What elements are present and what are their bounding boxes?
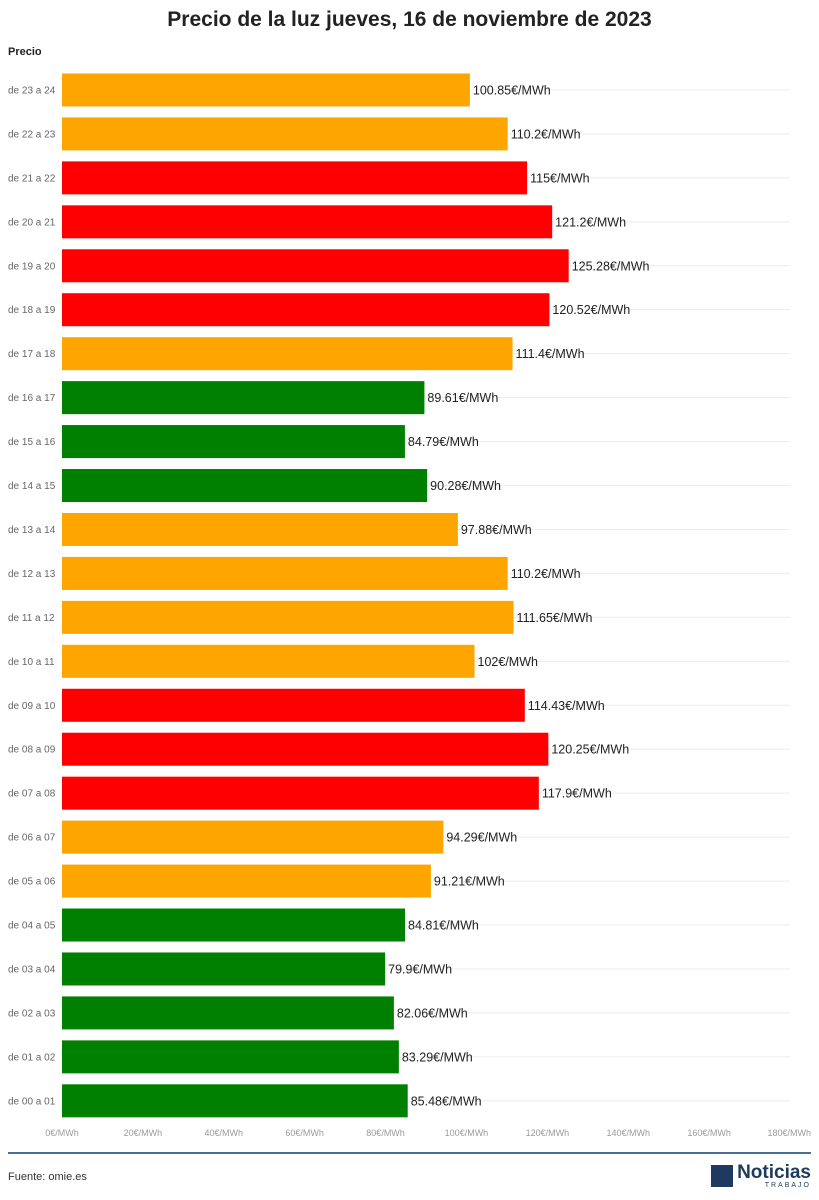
x-tick-label: 60€/MWh [285,1128,324,1138]
bar [62,776,539,810]
data-label: 82.06€/MWh [397,1006,468,1020]
category-label: de 11 a 12 [8,613,55,624]
x-tick-label: 40€/MWh [205,1128,244,1138]
data-label: 111.65€/MWh [517,611,593,625]
category-label: de 05 a 06 [8,877,56,888]
category-label: de 13 a 14 [8,525,56,536]
bar [62,337,513,371]
data-label: 90.28€/MWh [430,479,501,493]
data-label: 89.61€/MWh [427,391,498,405]
axis-title: Precio [8,46,42,58]
bar [62,732,549,766]
bar [62,820,444,854]
source-note: Fuente: omie.es [8,1171,87,1183]
data-label: 110.2€/MWh [511,567,581,581]
bar [62,688,525,722]
data-label: 111.4€/MWh [516,347,585,361]
category-label: de 17 a 18 [8,349,56,360]
data-label: 117.9€/MWh [542,787,612,801]
data-label: 83.29€/MWh [402,1050,473,1064]
x-tick-label: 120€/MWh [526,1128,570,1138]
category-label: de 20 a 21 [8,217,56,228]
category-label: de 07 a 08 [8,789,56,800]
bar [62,996,394,1030]
x-tick-label: 160€/MWh [687,1128,731,1138]
bar [62,600,514,634]
category-label: de 00 a 01 [8,1096,56,1107]
data-label: 84.81€/MWh [408,919,479,933]
x-tick-label: 100€/MWh [445,1128,489,1138]
bar [62,469,428,503]
data-label: 91.21€/MWh [434,875,505,889]
category-label: de 04 a 05 [8,921,56,932]
bar [62,952,386,986]
x-tick-label: 140€/MWh [606,1128,650,1138]
bar [62,425,405,459]
x-tick-label: 180€/MWh [767,1128,811,1138]
bar [62,293,550,327]
data-label: 94.29€/MWh [446,831,517,845]
data-label: 115€/MWh [530,171,590,185]
bar [62,117,508,151]
category-label: de 15 a 16 [8,437,56,448]
category-label: de 18 a 19 [8,305,56,316]
category-label: de 22 a 23 [8,129,56,140]
data-label: 102€/MWh [478,655,538,669]
data-label: 120.25€/MWh [551,743,629,757]
category-label: de 12 a 13 [8,569,56,580]
logo-subtitle: TRABAJO [764,1182,811,1189]
category-label: de 08 a 09 [8,745,56,756]
data-label: 114.43€/MWh [528,699,605,713]
bar [62,205,553,239]
bar [62,908,406,942]
bar [62,512,458,546]
bar [62,1040,399,1074]
logo-name: Noticias [737,1162,811,1183]
bar [62,249,569,283]
bar-chart: de 23 a 24 100.85€/MWh de 22 a 23 110.2€/MW… [8,73,811,1138]
brand-logo: Noticias TRABAJO [711,1163,811,1189]
category-label: de 06 a 07 [8,833,56,844]
category-label: de 03 a 04 [8,964,56,975]
bar [62,556,508,590]
x-tick-label: 0€/MWh [45,1128,79,1138]
category-label: de 23 a 24 [8,85,56,96]
footer-divider [8,1152,811,1154]
category-label: de 21 a 22 [8,173,56,184]
data-label: 97.88€/MWh [461,523,532,537]
category-label: de 14 a 15 [8,481,56,492]
category-label: de 16 a 17 [8,393,56,404]
data-label: 125.28€/MWh [572,259,650,273]
category-label: de 19 a 20 [8,261,56,272]
data-label: 84.79€/MWh [408,435,479,449]
category-label: de 10 a 11 [8,657,55,668]
category-label: de 02 a 03 [8,1008,56,1019]
category-label: de 09 a 10 [8,701,56,712]
bar [62,161,528,195]
bar [62,1084,408,1118]
data-label: 79.9€/MWh [388,962,452,976]
bar [62,381,425,415]
logo-icon [711,1165,734,1187]
bar [62,644,475,678]
data-label: 121.2€/MWh [555,215,626,229]
chart-title: Precio de la luz jueves, 16 de noviembre… [167,8,652,31]
x-tick-label: 80€/MWh [366,1128,405,1138]
category-label: de 01 a 02 [8,1052,56,1063]
data-label: 110.2€/MWh [511,127,581,141]
bar [62,73,470,107]
data-label: 120.52€/MWh [552,303,630,317]
x-tick-label: 20€/MWh [124,1128,163,1138]
data-label: 100.85€/MWh [473,83,551,97]
bar [62,864,431,898]
data-label: 85.48€/MWh [411,1094,482,1108]
